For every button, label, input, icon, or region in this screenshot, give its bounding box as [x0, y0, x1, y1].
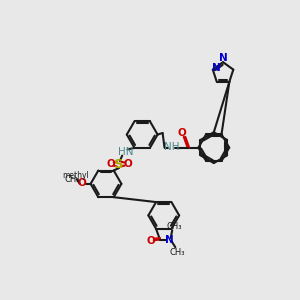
- Text: CH₃: CH₃: [166, 222, 182, 231]
- Text: CH₃: CH₃: [169, 248, 184, 257]
- Text: N: N: [212, 63, 221, 73]
- Text: N: N: [165, 235, 173, 244]
- Text: N: N: [219, 52, 227, 63]
- Text: HN: HN: [118, 147, 133, 157]
- Text: O: O: [146, 236, 155, 246]
- Text: NH: NH: [164, 142, 179, 152]
- Text: O: O: [106, 159, 115, 169]
- Text: CH₃: CH₃: [64, 175, 80, 184]
- Text: O: O: [78, 178, 86, 188]
- Text: O: O: [123, 159, 132, 169]
- Text: methyl: methyl: [62, 171, 88, 180]
- Text: O: O: [178, 128, 187, 138]
- Text: S: S: [114, 158, 124, 171]
